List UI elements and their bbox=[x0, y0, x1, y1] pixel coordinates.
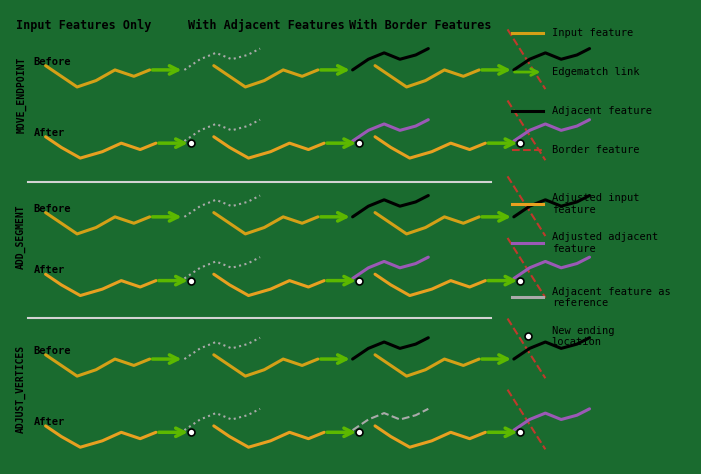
Text: Input feature: Input feature bbox=[552, 28, 633, 38]
Text: MOVE_ENDPOINT: MOVE_ENDPOINT bbox=[16, 56, 26, 133]
Text: After: After bbox=[34, 128, 65, 138]
Text: With Adjacent Features: With Adjacent Features bbox=[188, 19, 345, 32]
Text: Adjusted input
feature: Adjusted input feature bbox=[552, 193, 639, 215]
Text: Before: Before bbox=[34, 56, 71, 67]
Text: New ending
location: New ending location bbox=[552, 326, 614, 347]
Text: Input Features Only: Input Features Only bbox=[16, 19, 152, 32]
Text: Before: Before bbox=[34, 203, 71, 214]
Text: Adjacent feature: Adjacent feature bbox=[552, 106, 652, 116]
Text: After: After bbox=[34, 417, 65, 427]
Text: With Border Features: With Border Features bbox=[349, 19, 492, 32]
Text: Border feature: Border feature bbox=[552, 145, 639, 155]
Text: ADJUST_VERTICES: ADJUST_VERTICES bbox=[16, 345, 26, 433]
Text: Before: Before bbox=[34, 346, 71, 356]
Text: Edgematch link: Edgematch link bbox=[552, 67, 639, 77]
Text: Adjacent feature as
reference: Adjacent feature as reference bbox=[552, 287, 670, 308]
Text: ADD_SEGMENT: ADD_SEGMENT bbox=[16, 205, 26, 269]
Text: Adjusted adjacent
feature: Adjusted adjacent feature bbox=[552, 232, 658, 254]
Text: After: After bbox=[34, 265, 65, 275]
